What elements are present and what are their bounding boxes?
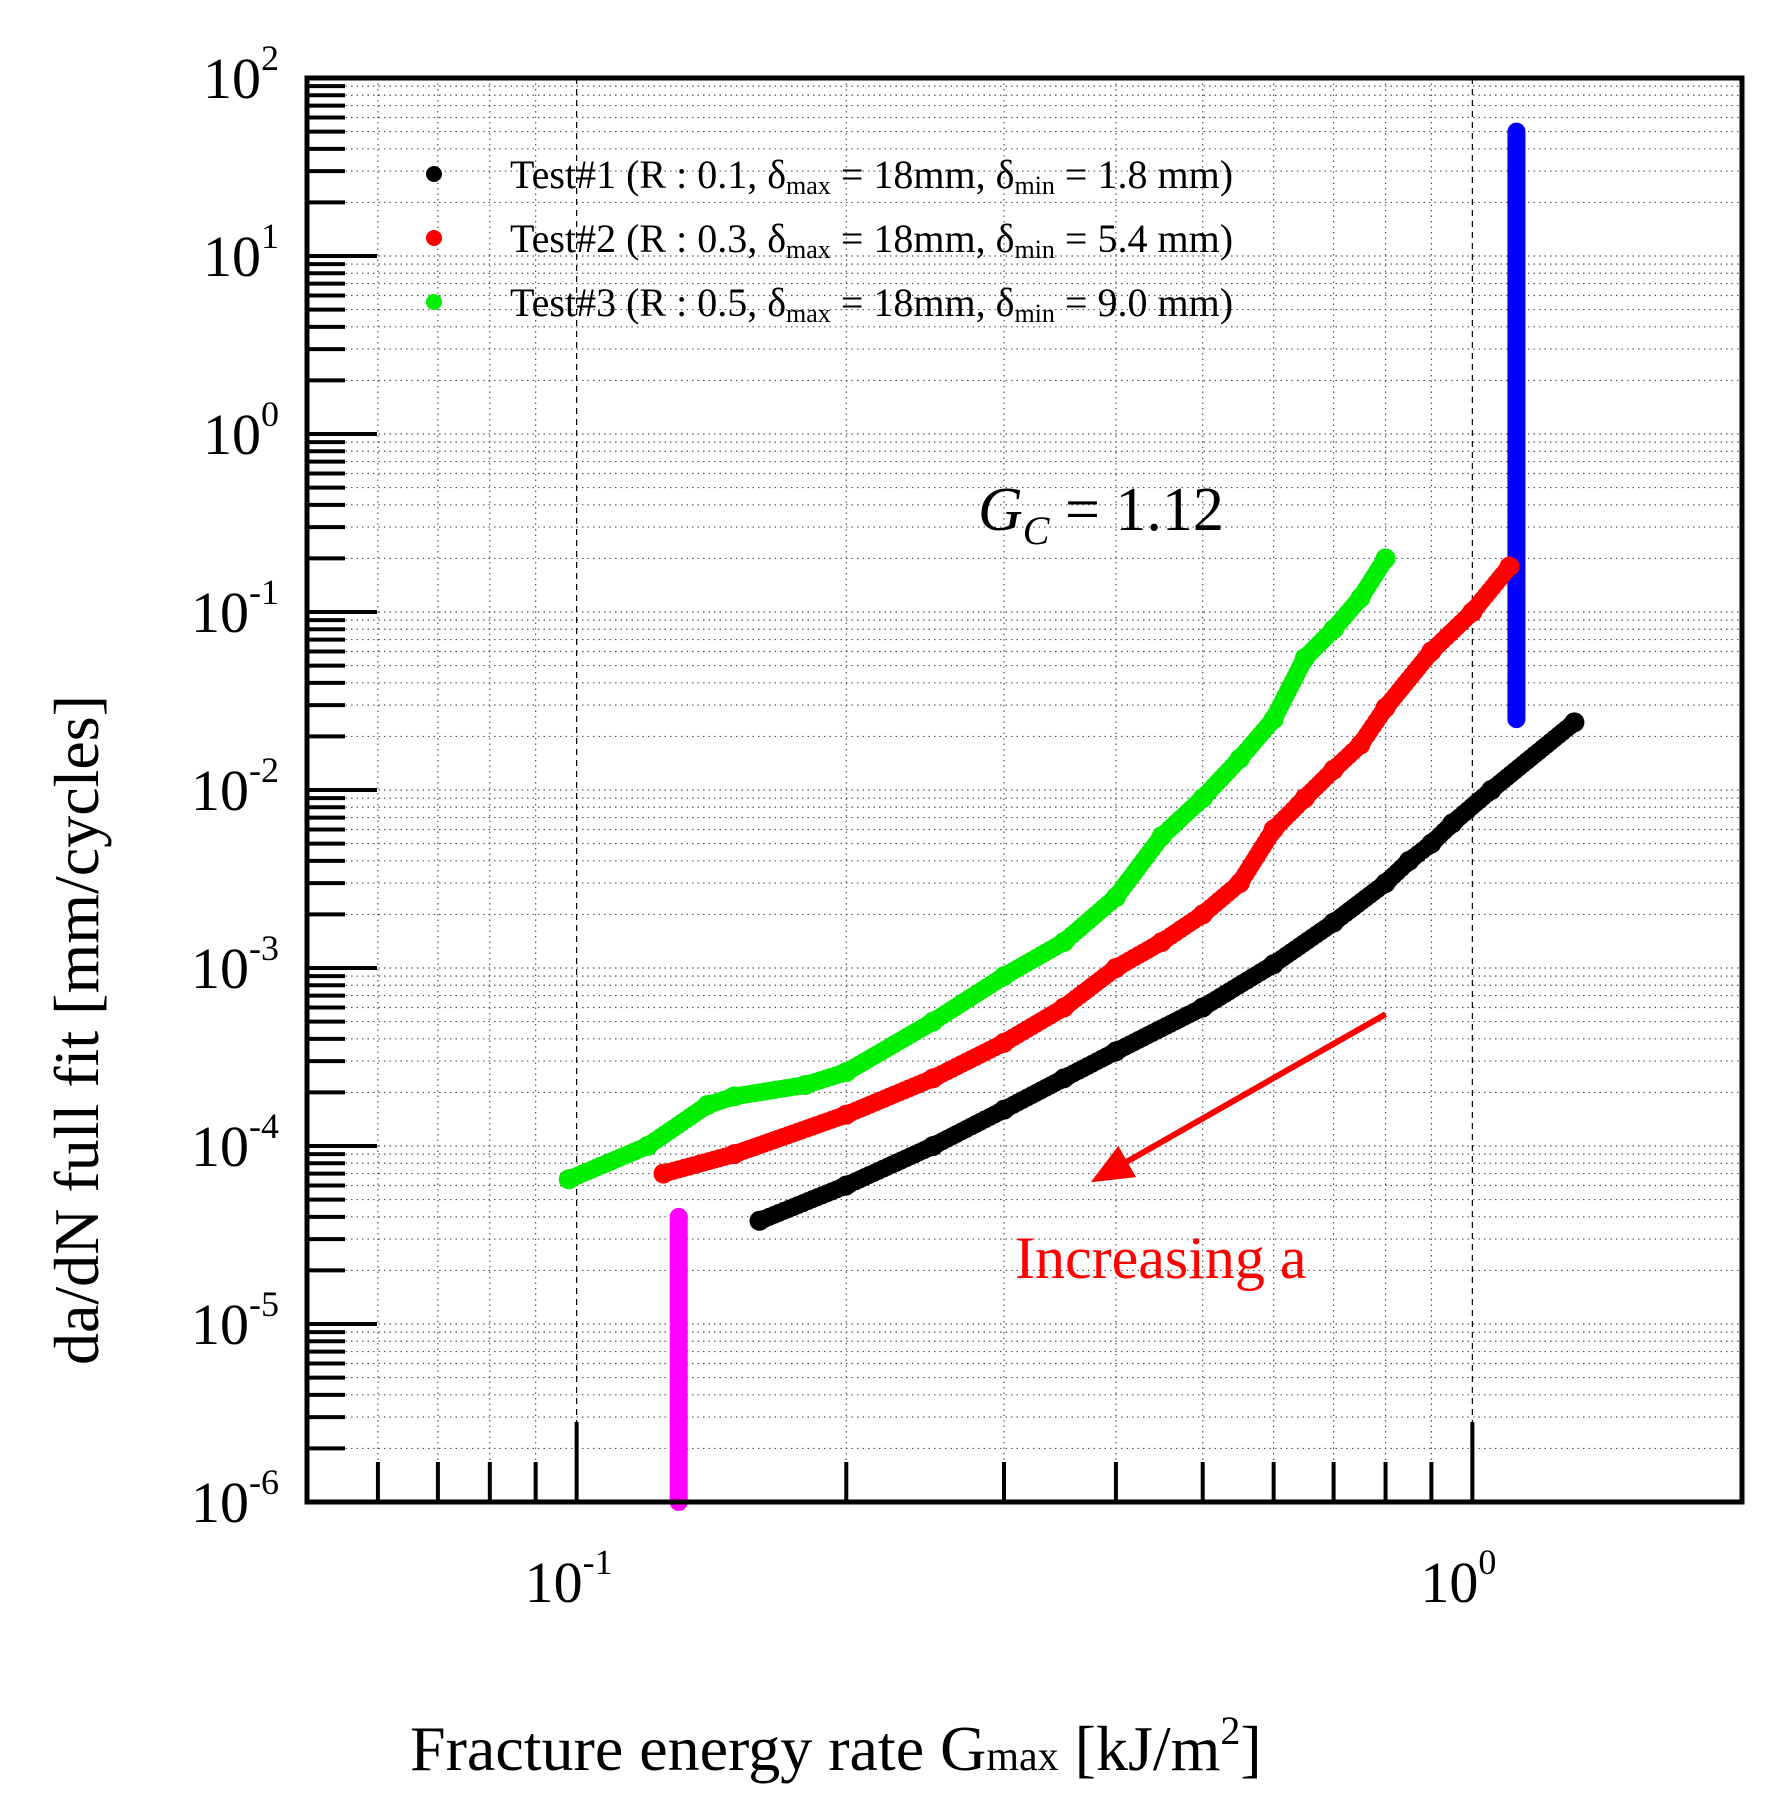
legend: Test#1 (R : 0.1, δmax = 18mm, δmin = 1.8…	[426, 152, 1233, 328]
increasing-crack-arrow	[1090, 1011, 1388, 1183]
legend-label-test1: Test#1 (R : 0.1, δmax = 18mm, δmin = 1.8…	[510, 152, 1233, 200]
y-tick-label: 10-1	[191, 572, 279, 645]
data-point	[1499, 556, 1520, 577]
data-point	[1375, 548, 1396, 569]
series-test3	[558, 548, 1396, 1190]
y-tick-label: 100	[203, 394, 279, 467]
legend-marker-test2	[426, 230, 442, 246]
legend-marker-test1	[426, 166, 442, 182]
y-tick-label: 10-5	[191, 1284, 279, 1357]
y-tick-label: 10-4	[191, 1106, 279, 1179]
x-axis-title: Fracture energy rate Gmax [kJ/m2]	[410, 1708, 1262, 1784]
data-series	[558, 548, 1585, 1231]
tick-labels: 10-6 10-5 10-4 10-3 10-2 10-1 100 101 102 10-1 100	[191, 38, 1496, 1615]
plot-frame	[304, 75, 1745, 1505]
y-axis-title: da/dN full fit [mm/cycles]	[41, 695, 112, 1365]
legend-marker-test3	[426, 294, 442, 310]
y-tick-label: 10-2	[191, 750, 279, 823]
increasing-a-annotation: Increasing a	[1015, 1225, 1307, 1291]
y-tick-label: 10-6	[191, 1462, 279, 1535]
series-test2	[653, 556, 1520, 1184]
reference-lines	[669, 122, 1526, 1511]
series-test1	[749, 712, 1585, 1231]
legend-label-test2: Test#2 (R : 0.3, δmax = 18mm, δmin = 5.4…	[510, 216, 1233, 264]
x-tick-label: 100	[1420, 1542, 1496, 1615]
x-tick-label: 10-1	[525, 1542, 613, 1615]
y-tick-label: 10-3	[191, 928, 279, 1001]
data-point	[1564, 712, 1585, 733]
gc-annotation: GC = 1.12	[978, 476, 1224, 553]
legend-label-test3: Test#3 (R : 0.5, δmax = 18mm, δmin = 9.0…	[510, 280, 1233, 328]
y-tick-label: 101	[203, 216, 279, 289]
y-tick-label: 102	[203, 38, 279, 111]
